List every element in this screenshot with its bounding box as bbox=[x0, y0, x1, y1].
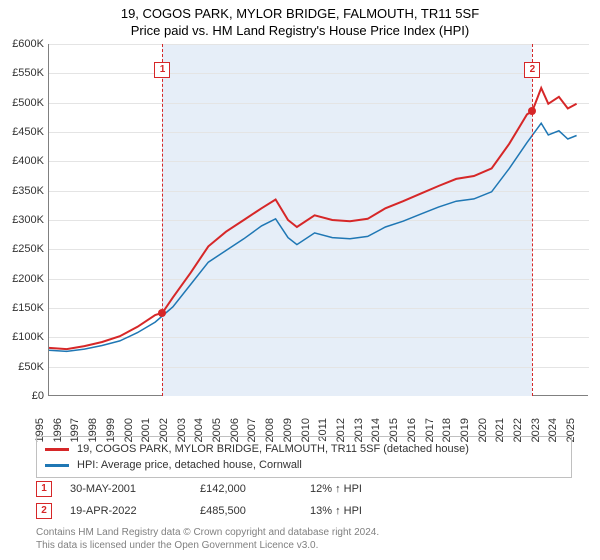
sale-point-2: 2 19-APR-2022 £485,500 13% ↑ HPI bbox=[36, 500, 572, 522]
marker-dot-1 bbox=[158, 309, 166, 317]
y-axis-label: £350K bbox=[0, 185, 44, 197]
chart-subtitle: Price paid vs. HM Land Registry's House … bbox=[0, 23, 600, 38]
sale-points-block: 1 30-MAY-2001 £142,000 12% ↑ HPI 2 19-AP… bbox=[36, 478, 572, 522]
legend-item-property: 19, COGOS PARK, MYLOR BRIDGE, FALMOUTH, … bbox=[45, 441, 563, 457]
y-axis-label: £50K bbox=[0, 361, 44, 373]
series-property_price bbox=[49, 88, 577, 349]
y-axis-label: £150K bbox=[0, 302, 44, 314]
chart-title: 19, COGOS PARK, MYLOR BRIDGE, FALMOUTH, … bbox=[0, 6, 600, 21]
legend-swatch-hpi bbox=[45, 464, 69, 467]
y-axis-label: £400K bbox=[0, 155, 44, 167]
chart-area: 12 £0£50K£100K£150K£200K£250K£300K£350K£… bbox=[48, 44, 588, 414]
sale-hpi-1: 12% ↑ HPI bbox=[310, 483, 430, 495]
series-hpi_detached_cornwall bbox=[49, 123, 577, 351]
y-axis-label: £550K bbox=[0, 67, 44, 79]
legend-box: 19, COGOS PARK, MYLOR BRIDGE, FALMOUTH, … bbox=[36, 436, 572, 478]
sale-price-1: £142,000 bbox=[200, 483, 310, 495]
footer-line-2: This data is licensed under the Open Gov… bbox=[36, 539, 572, 552]
marker-dot-2 bbox=[528, 107, 536, 115]
legend-label-property: 19, COGOS PARK, MYLOR BRIDGE, FALMOUTH, … bbox=[77, 443, 469, 455]
y-axis-label: £100K bbox=[0, 331, 44, 343]
plot-area: 12 bbox=[48, 44, 588, 396]
series-lines bbox=[49, 44, 589, 396]
marker-badge-1: 1 bbox=[154, 62, 170, 78]
y-axis-label: £250K bbox=[0, 243, 44, 255]
y-axis-label: £450K bbox=[0, 126, 44, 138]
marker-line-2 bbox=[532, 44, 533, 396]
footer-line-1: Contains HM Land Registry data © Crown c… bbox=[36, 526, 572, 539]
sale-hpi-2: 13% ↑ HPI bbox=[310, 505, 430, 517]
sale-badge-2: 2 bbox=[36, 503, 52, 519]
marker-line-1 bbox=[162, 44, 163, 396]
legend-label-hpi: HPI: Average price, detached house, Corn… bbox=[77, 459, 302, 471]
sale-price-2: £485,500 bbox=[200, 505, 310, 517]
y-axis-label: £200K bbox=[0, 273, 44, 285]
y-axis-label: £300K bbox=[0, 214, 44, 226]
chart-container: 19, COGOS PARK, MYLOR BRIDGE, FALMOUTH, … bbox=[0, 0, 600, 560]
sale-date-1: 30-MAY-2001 bbox=[70, 483, 200, 495]
sale-point-1: 1 30-MAY-2001 £142,000 12% ↑ HPI bbox=[36, 478, 572, 500]
sale-date-2: 19-APR-2022 bbox=[70, 505, 200, 517]
y-axis-label: £500K bbox=[0, 97, 44, 109]
legend-item-hpi: HPI: Average price, detached house, Corn… bbox=[45, 457, 563, 473]
legend-swatch-property bbox=[45, 448, 69, 451]
y-axis-label: £0 bbox=[0, 390, 44, 402]
marker-badge-2: 2 bbox=[524, 62, 540, 78]
footer-attribution: Contains HM Land Registry data © Crown c… bbox=[36, 526, 572, 552]
y-axis-label: £600K bbox=[0, 38, 44, 50]
title-block: 19, COGOS PARK, MYLOR BRIDGE, FALMOUTH, … bbox=[0, 0, 600, 38]
sale-badge-1: 1 bbox=[36, 481, 52, 497]
